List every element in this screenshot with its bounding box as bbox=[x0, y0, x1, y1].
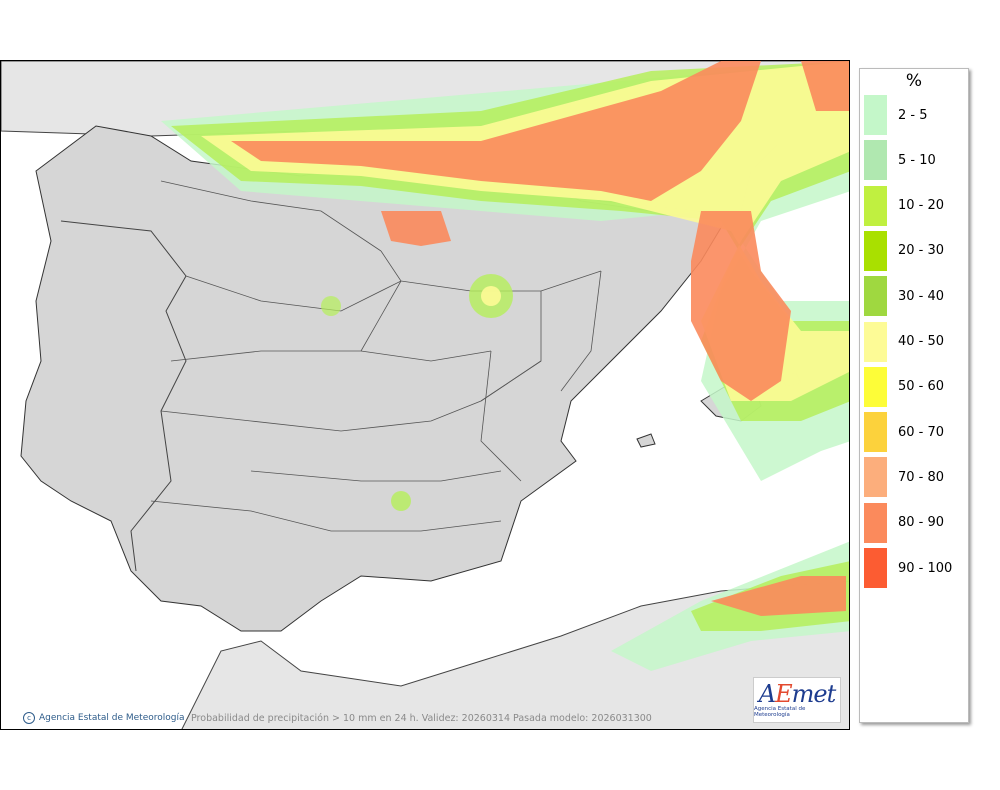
legend-label: 60 - 70 bbox=[898, 424, 945, 440]
legend-item: 30 - 40 bbox=[864, 276, 968, 317]
legend-item: 70 - 80 bbox=[864, 457, 968, 498]
legend-item: 60 - 70 bbox=[864, 412, 968, 453]
agency-credit[interactable]: c Agencia Estatal de Meteorología bbox=[23, 712, 185, 724]
legend-swatch bbox=[864, 548, 887, 588]
legend-item: 90 - 100 bbox=[864, 548, 968, 588]
legend-swatch bbox=[864, 502, 887, 543]
legend-label: 30 - 40 bbox=[898, 288, 945, 304]
portugal-border bbox=[60, 220, 187, 572]
map-canvas bbox=[1, 61, 849, 729]
regional-borders bbox=[150, 180, 602, 532]
probability-map[interactable]: c Agencia Estatal de Meteorología Probab… bbox=[0, 60, 850, 730]
legend-item: 20 - 30 bbox=[864, 230, 968, 271]
legend-label: 2 - 5 bbox=[898, 107, 928, 123]
legend-item: 80 - 90 bbox=[864, 502, 968, 543]
legend-swatch bbox=[864, 185, 887, 226]
probability-overlay bbox=[161, 61, 849, 671]
credit-text: Agencia Estatal de Meteorología bbox=[39, 713, 185, 723]
legend-item: 2 - 5 bbox=[864, 95, 968, 135]
legend-label: 10 - 20 bbox=[898, 198, 945, 214]
legend-item: 5 - 10 bbox=[864, 140, 968, 181]
legend-label: 80 - 90 bbox=[898, 515, 945, 531]
legend-label: 40 - 50 bbox=[898, 334, 945, 349]
legend-item: 50 - 60 bbox=[864, 366, 968, 407]
legend-swatch bbox=[864, 412, 887, 453]
color-legend: % 2 - 5 5 - 10 10 - 20 20 - 30 30 - 40 40 - 5… bbox=[859, 68, 969, 723]
legend-swatch bbox=[864, 140, 887, 181]
copyright-icon: c bbox=[23, 712, 35, 724]
map-caption: Probabilidad de precipitación > 10 mm en… bbox=[191, 713, 652, 724]
legend-swatch bbox=[864, 276, 887, 317]
legend-title: % bbox=[905, 71, 923, 91]
legend-swatch bbox=[864, 366, 887, 407]
legend-item: 10 - 20 bbox=[864, 185, 968, 226]
legend-label: 5 - 10 bbox=[898, 152, 936, 168]
aemet-logo: AEmet Agencia Estatal de Meteorología bbox=[753, 677, 841, 723]
legend-swatch bbox=[864, 230, 887, 271]
legend-label: 20 - 30 bbox=[898, 243, 945, 259]
legend-swatch bbox=[864, 95, 887, 135]
legend-item: 40 - 50 bbox=[864, 321, 968, 362]
logo-subtext: Agencia Estatal de Meteorología bbox=[754, 706, 806, 718]
legend-label: 70 - 80 bbox=[898, 469, 945, 485]
ibiza bbox=[636, 433, 656, 448]
legend-swatch bbox=[864, 321, 887, 362]
legend-label: 50 - 60 bbox=[898, 379, 945, 395]
legend-label: 90 - 100 bbox=[898, 560, 953, 576]
legend-swatch bbox=[864, 457, 887, 498]
logo-mark: AEmet bbox=[758, 680, 836, 708]
